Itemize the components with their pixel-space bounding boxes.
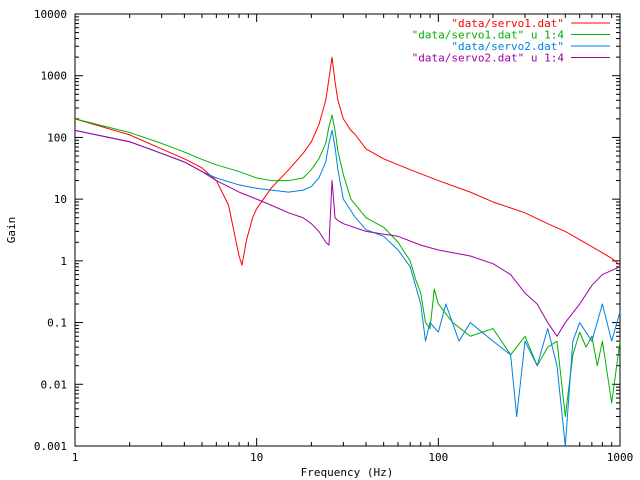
y-tick-label: 0.1 <box>47 317 67 330</box>
y-tick-label: 0.01 <box>41 378 68 391</box>
y-axis-label: Gain <box>5 217 18 244</box>
series-line-1 <box>74 56 621 266</box>
axis-ticks <box>74 13 621 447</box>
series-lines <box>74 56 621 447</box>
plot-frame <box>74 13 621 447</box>
x-tick-label: 100 <box>428 451 448 464</box>
x-tick-label: 10 <box>250 451 263 464</box>
legend-label-4: "data/servo2.dat" u 1:4 <box>412 52 565 65</box>
legend-label-3: "data/servo2.dat" <box>451 40 564 53</box>
legend-label-2: "data/servo1.dat" u 1:4 <box>412 29 565 42</box>
series-line-4 <box>74 129 621 337</box>
y-tick-label: 0.001 <box>34 440 67 453</box>
y-tick-label: 1 <box>60 255 67 268</box>
series-line-3 <box>74 129 621 447</box>
y-tick-label: 100 <box>47 131 67 144</box>
x-tick-label: 1 <box>72 451 79 464</box>
legend-label-1: "data/servo1.dat" <box>451 17 564 30</box>
y-tick-label: 10000 <box>34 8 67 21</box>
axis-tick-labels: 1 10 100 1000 0.001 0.01 0.1 1 10 100 1000 10000 <box>34 8 633 464</box>
x-axis-label: Frequency (Hz) <box>301 466 394 479</box>
legend: "data/servo1.dat""data/servo1.dat" u 1:4… <box>412 17 610 65</box>
y-tick-label: 10 <box>54 193 67 206</box>
y-tick-label: 1000 <box>41 70 68 83</box>
x-tick-label: 1000 <box>607 451 634 464</box>
series-line-2 <box>74 114 621 418</box>
